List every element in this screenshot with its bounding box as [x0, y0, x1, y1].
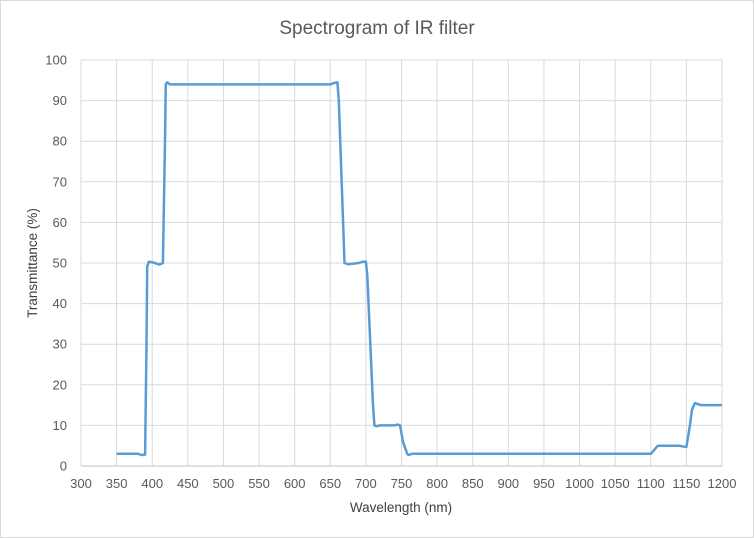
y-tick-label: 20 — [53, 377, 67, 392]
x-tick-label: 1150 — [672, 476, 700, 491]
x-tick-label: 300 — [70, 476, 92, 491]
chart-title: Spectrogram of IR filter — [279, 18, 475, 39]
y-tick-label: 10 — [53, 418, 67, 433]
x-tick-label: 400 — [141, 476, 163, 491]
series-line-transmittance — [116, 81, 722, 457]
y-axis-ticks: 0 10 20 30 40 50 60 70 80 90 100 — [45, 53, 67, 474]
x-tick-label: 1000 — [565, 476, 594, 491]
y-tick-label: 90 — [53, 93, 67, 108]
y-tick-label: 70 — [53, 174, 67, 189]
y-tick-label: 40 — [53, 296, 67, 311]
x-tick-label: 350 — [106, 476, 128, 491]
x-tick-label: 900 — [497, 476, 519, 491]
x-tick-label: 500 — [213, 476, 235, 491]
x-tick-label: 700 — [355, 476, 377, 491]
y-tick-label: 100 — [45, 53, 67, 68]
x-tick-label: 750 — [391, 476, 413, 491]
x-tick-label: 800 — [426, 476, 448, 491]
x-tick-label: 1050 — [601, 476, 630, 491]
y-tick-label: 30 — [53, 337, 67, 352]
y-tick-label: 80 — [53, 134, 67, 149]
gridlines — [80, 59, 723, 467]
x-tick-label: 850 — [462, 476, 484, 491]
x-tick-label: 550 — [248, 476, 270, 491]
x-axis-label: Wavelength (nm) — [350, 500, 452, 515]
x-tick-label: 600 — [284, 476, 306, 491]
x-tick-label: 650 — [319, 476, 341, 491]
x-tick-label: 450 — [177, 476, 199, 491]
x-tick-label: 1200 — [708, 476, 737, 491]
y-tick-label: 0 — [60, 459, 67, 474]
x-tick-label: 1100 — [637, 476, 665, 491]
y-tick-label: 60 — [53, 215, 67, 230]
y-axis-label: Transmittance (%) — [25, 208, 40, 318]
x-axis-ticks: 300 350 400 450 500 550 600 650 700 750 800 850 900 9… — [70, 476, 736, 491]
x-tick-label: 950 — [533, 476, 555, 491]
y-tick-label: 50 — [53, 256, 67, 271]
